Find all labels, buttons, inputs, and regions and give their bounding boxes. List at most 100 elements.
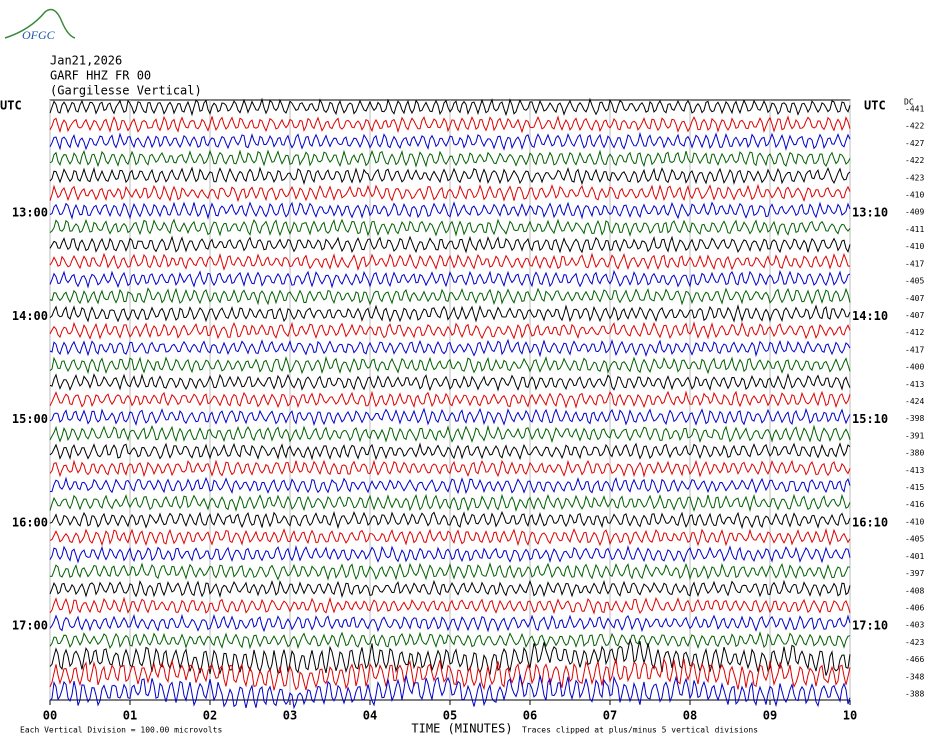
dc-offset: -409 (905, 208, 924, 217)
x-tick-label: 06 (523, 709, 537, 723)
trace (49, 355, 851, 375)
trace (49, 269, 851, 289)
dc-offset: -405 (905, 277, 924, 286)
dc-offset: -413 (905, 466, 924, 475)
dc-offset: -424 (905, 397, 924, 406)
trace (49, 407, 851, 427)
trace (49, 235, 851, 254)
dc-offset: -410 (905, 242, 924, 251)
dc-offset: -391 (905, 431, 924, 440)
left-time-label: 15:00 (12, 412, 48, 426)
dc-offset: -348 (905, 672, 924, 681)
x-tick-label: 07 (603, 709, 617, 723)
trace (49, 545, 851, 564)
dc-offset: -417 (905, 345, 924, 354)
trace (49, 674, 851, 710)
x-tick-label: 00 (43, 709, 57, 723)
dc-offset: -407 (905, 294, 924, 303)
trace (49, 149, 851, 168)
dc-offset: -410 (905, 191, 924, 200)
trace (49, 218, 851, 237)
trace (49, 424, 851, 444)
x-axis-label: TIME (MINUTES) (411, 722, 512, 736)
dc-offset: -413 (905, 380, 924, 389)
trace (49, 372, 851, 392)
dc-offset: -441 (905, 105, 924, 114)
dc-offset: -416 (905, 500, 924, 509)
dc-offset: -423 (905, 638, 924, 647)
dc-offset: -406 (905, 603, 924, 612)
dc-offset: -401 (905, 552, 924, 561)
x-tick-label: 08 (683, 709, 697, 723)
trace (49, 631, 851, 650)
dc-offset: -417 (905, 259, 924, 268)
dc-offset: -466 (905, 655, 924, 664)
x-tick-label: 09 (763, 709, 777, 723)
left-time-label: 16:00 (12, 515, 48, 529)
trace (49, 183, 851, 203)
trace (49, 613, 851, 633)
dc-offset: -398 (905, 414, 924, 423)
dc-offset: -427 (905, 139, 924, 148)
trace (49, 562, 851, 581)
dc-offset: -397 (905, 569, 924, 578)
trace (49, 459, 851, 478)
right-time-label: 14:10 (852, 309, 888, 323)
x-tick-label: 02 (203, 709, 217, 723)
dc-offset: -412 (905, 328, 924, 337)
offset-header: DC (904, 98, 914, 107)
dc-offset: -407 (905, 311, 924, 320)
x-tick-label: 05 (443, 709, 457, 723)
x-tick-label: 03 (283, 709, 297, 723)
trace (49, 657, 851, 691)
trace (49, 596, 851, 615)
dc-offset: -388 (905, 690, 924, 699)
right-time-label: 16:10 (852, 515, 888, 529)
left-time-label: 17:00 (12, 619, 48, 633)
footnote: Traces clipped at plus/minus 5 vertical … (522, 726, 758, 735)
trace (49, 131, 851, 151)
dc-offset: -411 (905, 225, 924, 234)
dc-offset: -415 (905, 483, 924, 492)
trace (49, 321, 851, 340)
left-header: UTC (0, 99, 22, 113)
trace (49, 304, 851, 323)
trace (49, 252, 851, 272)
dc-offset: -400 (905, 363, 924, 372)
x-tick-label: 10 (843, 709, 857, 723)
dc-offset: -422 (905, 156, 924, 165)
trace (49, 510, 851, 530)
dc-offset: -423 (905, 173, 924, 182)
dc-offset: -422 (905, 122, 924, 131)
title-line: Jan21,2026 (50, 54, 122, 68)
dc-offset: -410 (905, 517, 924, 526)
x-tick-label: 04 (363, 709, 377, 723)
dc-offset: -403 (905, 621, 924, 630)
logo: OFGC (22, 28, 56, 42)
trace (49, 115, 851, 134)
trace (49, 442, 851, 461)
trace (49, 579, 851, 599)
footnote: Each Vertical Division = 100.00 microvol… (20, 726, 222, 735)
trace (49, 97, 851, 117)
trace (49, 338, 851, 358)
trace (49, 201, 851, 220)
x-tick-label: 01 (123, 709, 137, 723)
dc-offset: -405 (905, 535, 924, 544)
dc-offset: -380 (905, 449, 924, 458)
dc-offset: -408 (905, 586, 924, 595)
left-time-label: 14:00 (12, 309, 48, 323)
right-header: UTC (864, 99, 886, 113)
title-line: GARF HHZ FR 00 (50, 69, 151, 83)
trace (49, 476, 851, 495)
trace (49, 527, 851, 547)
right-time-label: 15:10 (852, 412, 888, 426)
logo-arc (4, 8, 76, 39)
right-time-label: 17:10 (852, 619, 888, 633)
trace (49, 390, 851, 409)
title-line: (Gargilesse Vertical) (50, 84, 202, 98)
trace (49, 493, 851, 513)
left-time-label: 13:00 (12, 206, 48, 220)
trace (49, 287, 851, 306)
